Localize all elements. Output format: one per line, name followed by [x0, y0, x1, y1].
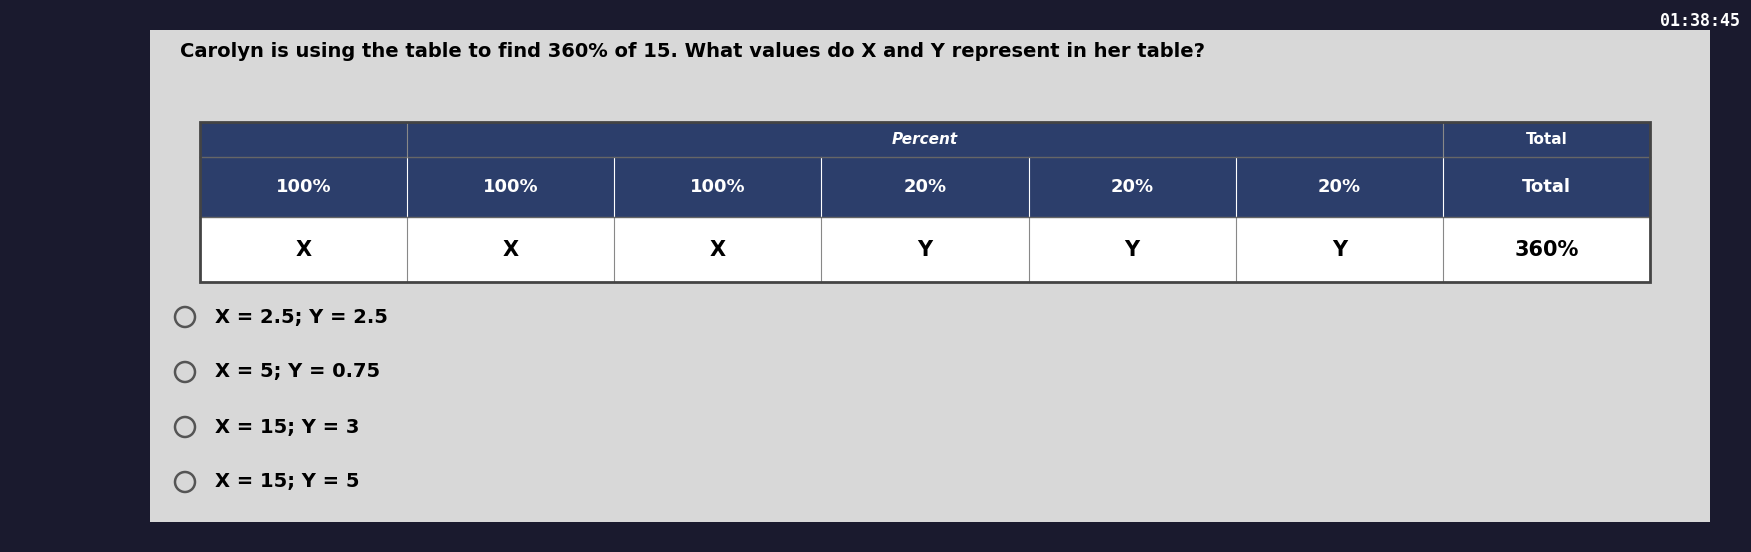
Text: Carolyn is using the table to find 360% of 15. What values do X and Y represent : Carolyn is using the table to find 360% … — [180, 42, 1205, 61]
Text: 20%: 20% — [1319, 178, 1361, 196]
Text: X: X — [503, 240, 518, 259]
FancyBboxPatch shape — [151, 30, 1711, 522]
Text: X = 15; Y = 3: X = 15; Y = 3 — [215, 417, 359, 437]
Text: X = 2.5; Y = 2.5: X = 2.5; Y = 2.5 — [215, 307, 389, 326]
Text: Total: Total — [1525, 132, 1567, 147]
Text: 360%: 360% — [1515, 240, 1579, 259]
Text: 100%: 100% — [275, 178, 331, 196]
Text: X: X — [709, 240, 727, 259]
Text: Y: Y — [1124, 240, 1140, 259]
Text: 100%: 100% — [690, 178, 746, 196]
Text: X = 15; Y = 5: X = 15; Y = 5 — [215, 473, 359, 491]
Text: 01:38:45: 01:38:45 — [1660, 12, 1740, 30]
FancyBboxPatch shape — [200, 217, 1649, 282]
Text: Y: Y — [1333, 240, 1347, 259]
Text: X = 5; Y = 0.75: X = 5; Y = 0.75 — [215, 363, 380, 381]
FancyBboxPatch shape — [200, 122, 1649, 157]
Text: 20%: 20% — [1110, 178, 1154, 196]
Text: Total: Total — [1522, 178, 1571, 196]
Text: X: X — [296, 240, 312, 259]
FancyBboxPatch shape — [200, 157, 1649, 217]
Text: 20%: 20% — [904, 178, 947, 196]
Text: Percent: Percent — [891, 132, 958, 147]
Text: Y: Y — [918, 240, 933, 259]
Text: 100%: 100% — [483, 178, 539, 196]
